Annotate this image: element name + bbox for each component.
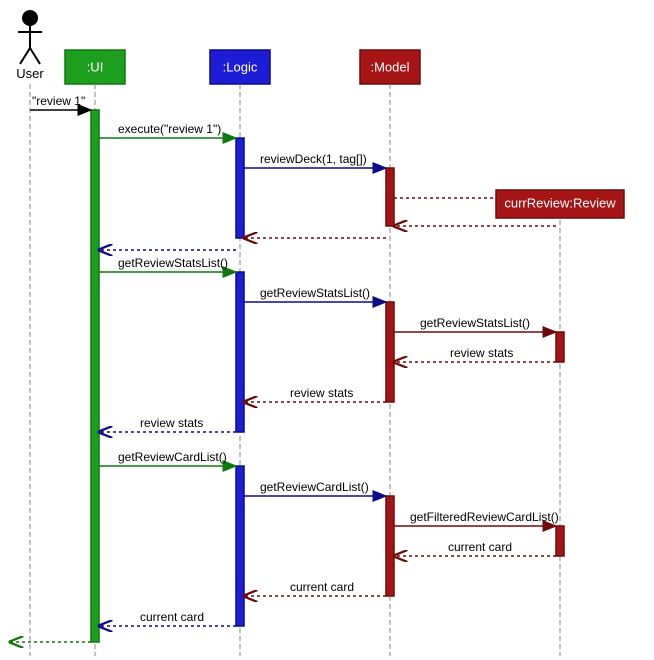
message-label-11: review stats [290, 386, 353, 400]
activation-1 [236, 138, 244, 238]
message-label-10: review stats [450, 346, 513, 360]
participant-label-model: :Model [370, 59, 409, 74]
activation-8 [556, 526, 564, 556]
message-label-12: review stats [140, 416, 203, 430]
message-label-2: reviewDeck(1, tag[]) [260, 152, 367, 166]
message-label-15: getFilteredReviewCardList() [410, 510, 559, 524]
message-label-7: getReviewStatsList() [118, 256, 228, 270]
message-label-16: current card [448, 540, 512, 554]
participant-label-logic: :Logic [223, 59, 258, 74]
message-label-0: "review 1" [32, 94, 85, 108]
message-label-8: getReviewStatsList() [260, 286, 370, 300]
message-label-13: getReviewCardList() [118, 450, 227, 464]
activation-3 [236, 272, 244, 432]
actor-user: User [16, 10, 44, 81]
message-label-14: getReviewCardList() [260, 480, 369, 494]
message-label-9: getReviewStatsList() [420, 316, 530, 330]
message-label-18: current card [140, 610, 204, 624]
participant-label-ui: :UI [87, 59, 104, 74]
activation-4 [386, 302, 394, 402]
activation-7 [386, 496, 394, 596]
activation-0 [91, 110, 99, 642]
activation-6 [236, 466, 244, 626]
message-label-17: current card [290, 580, 354, 594]
message-label-1: execute("review 1") [118, 122, 221, 136]
actor-label: User [16, 66, 44, 81]
activation-5 [556, 332, 564, 362]
activation-2 [386, 168, 394, 226]
object-label-currreview: currReview:Review [504, 195, 616, 210]
